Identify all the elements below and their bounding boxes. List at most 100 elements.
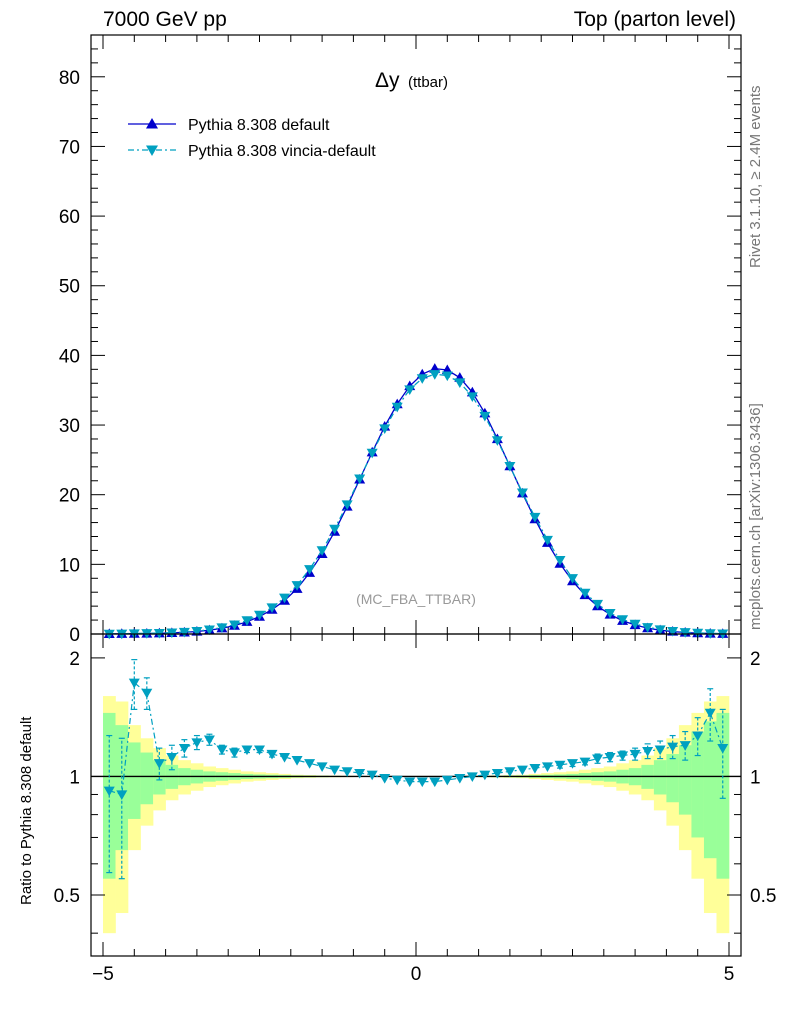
marker-vincia	[266, 603, 278, 614]
marker-vincia	[592, 599, 604, 610]
ratio-marker-vincia	[679, 741, 691, 751]
ratio-marker-vincia	[667, 742, 679, 753]
ratio-y-tick-label: 2	[69, 649, 80, 670]
marker-vincia	[366, 448, 378, 459]
ratio-marker-vincia	[617, 751, 629, 762]
x-tick-label: 0	[411, 964, 422, 985]
marker-vincia	[604, 608, 616, 619]
ratio-panel: 0.5 0.5 1 1 2 2 −5 0 5	[54, 633, 776, 985]
band-green	[703, 721, 717, 859]
marker-vincia	[567, 574, 578, 584]
marker-vincia	[291, 581, 303, 591]
y-tick-label: 30	[59, 416, 80, 437]
ratio-marker-vincia	[516, 765, 528, 776]
legend-marker	[146, 145, 158, 156]
marker-vincia	[178, 627, 190, 638]
marker-vincia	[379, 424, 391, 435]
ratio-y-tick-label: 0.5	[54, 886, 80, 907]
y-tick-label: 40	[59, 346, 80, 367]
ratio-marker-vincia	[642, 746, 654, 757]
ratio-marker-vincia	[254, 745, 265, 756]
ratio-marker-vincia	[166, 752, 178, 763]
marker-vincia	[454, 378, 466, 389]
marker-vincia	[679, 628, 691, 638]
marker-vincia	[617, 615, 629, 625]
ratio-marker-vincia	[604, 752, 616, 763]
process-label: Top (parton level)	[573, 8, 736, 31]
ratio-marker-vincia	[579, 757, 591, 768]
ratio-marker-vincia	[692, 731, 704, 742]
energy-label: 7000 GeV pp	[103, 8, 227, 31]
ratio-marker-vincia	[567, 759, 578, 769]
marker-vincia	[429, 370, 441, 380]
y-tick-label: 50	[59, 277, 80, 298]
ratio-marker-vincia	[441, 775, 453, 786]
band-green	[666, 754, 680, 803]
ratio-marker-vincia	[704, 708, 716, 719]
ratio-marker-vincia	[554, 760, 566, 771]
ratio-marker-vincia	[654, 745, 666, 756]
marker-vincia	[254, 610, 265, 621]
legend-label: Pythia 8.308 default	[188, 117, 330, 134]
ratio-marker-vincia	[541, 762, 553, 772]
y-tick-label: 60	[59, 207, 80, 228]
ratio-marker-vincia	[178, 744, 190, 754]
ratio-y-tick-label-right: 2	[750, 649, 761, 670]
ratio-y-tick-label: 1	[69, 767, 80, 788]
marker-vincia	[203, 625, 215, 636]
marker-vincia	[354, 474, 366, 485]
y-tick-label: 70	[59, 137, 80, 158]
main-panel: 0 10 20 30 40 50 60 70 80	[59, 34, 742, 646]
y-tick-label: 20	[59, 486, 80, 507]
ratio-marker-vincia	[266, 749, 278, 760]
y-tick-label: 0	[69, 625, 80, 646]
marker-vincia	[667, 626, 679, 637]
marker-vincia	[504, 462, 516, 472]
marker-vincia	[579, 588, 591, 599]
ratio-marker-vincia	[141, 688, 153, 699]
ratio-marker-vincia	[241, 745, 253, 756]
ratio-marker-vincia	[128, 678, 140, 689]
band-green	[691, 731, 705, 838]
marker-vincia	[416, 374, 428, 384]
x-tick-label: −5	[92, 964, 114, 985]
marker-vincia	[329, 524, 341, 535]
marker-vincia	[341, 500, 353, 510]
ratio-marker-vincia	[116, 790, 128, 800]
marker-vincia	[316, 546, 328, 556]
ratio-marker-vincia	[228, 748, 240, 759]
marker-vincia	[629, 619, 641, 630]
marker-vincia	[191, 626, 203, 637]
ratio-marker-vincia	[304, 759, 316, 769]
ratio-marker-vincia	[491, 768, 503, 779]
ratio-marker-vincia	[191, 738, 203, 748]
ratio-marker-vincia	[429, 777, 441, 788]
marker-vincia	[216, 623, 228, 634]
marker-vincia	[304, 565, 316, 575]
marker-vincia	[516, 488, 528, 499]
ratio-marker-vincia	[479, 770, 491, 781]
marker-vincia	[166, 628, 178, 639]
ratio-marker-vincia	[391, 775, 403, 786]
ratio-marker-vincia	[291, 756, 303, 766]
marker-vincia	[466, 392, 478, 402]
marker-vincia	[441, 371, 453, 382]
ratio-marker-vincia	[103, 786, 115, 797]
ratio-marker-vincia	[354, 768, 366, 779]
ratio-marker-vincia	[592, 754, 604, 765]
band-green	[140, 752, 154, 805]
ratio-y-tick-label-right: 1	[750, 767, 761, 788]
legend: Pythia 8.308 default Pythia 8.308 vincia-…	[128, 117, 376, 160]
y-tick-label: 80	[59, 68, 80, 89]
y-tick-label: 10	[59, 555, 80, 576]
marker-vincia	[391, 402, 403, 413]
ratio-marker-vincia	[717, 744, 729, 754]
marker-vincia	[642, 623, 654, 633]
ratio-marker-vincia	[379, 774, 391, 784]
chart-title: Δy	[375, 69, 400, 92]
chart-subtitle: (ttbar)	[408, 74, 448, 91]
band-green	[653, 760, 667, 795]
x-tick-label: 5	[724, 964, 735, 985]
marker-vincia	[228, 620, 240, 631]
